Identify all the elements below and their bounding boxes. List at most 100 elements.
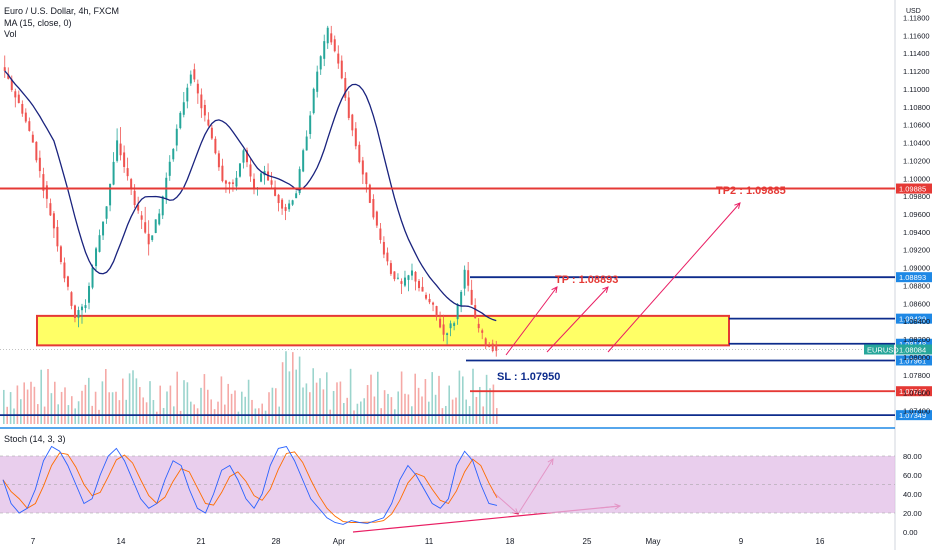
candle-body (333, 39, 336, 52)
price-tick-label: 1.07400 (903, 407, 930, 416)
volume-bar (441, 408, 444, 424)
candle-body (7, 74, 10, 79)
candle-body (137, 204, 140, 211)
candle-body (340, 60, 343, 79)
legend-ma: MA (15, close, 0) (4, 18, 72, 28)
volume-bar (400, 371, 403, 424)
date-tick-label: May (645, 537, 660, 546)
volume-bar (33, 386, 36, 424)
price-tag (896, 313, 932, 324)
candle-body (435, 306, 438, 317)
candle-body (130, 179, 133, 190)
candle-body (123, 152, 126, 167)
candle-body (112, 161, 115, 185)
volume-bar (217, 401, 219, 424)
stoch-tick-label: 60.00 (903, 471, 922, 480)
volume-bar (332, 390, 335, 424)
volume-bar (210, 399, 212, 424)
candle-body (158, 213, 161, 225)
volume-bar (115, 391, 117, 424)
volume-bar (380, 408, 382, 424)
price-tag (896, 386, 932, 397)
price-tick-label: 1.09400 (903, 228, 930, 237)
stoch-tick-label: 80.00 (903, 452, 922, 461)
stochastic-pane (0, 445, 895, 525)
volume-bar (244, 396, 246, 424)
volume-bar (176, 371, 178, 424)
volume-bar (145, 402, 148, 424)
volume-bar (26, 389, 29, 424)
candle-body (182, 102, 185, 115)
volume-bar (417, 387, 420, 424)
stoch-tick-label: 20.00 (903, 509, 922, 518)
volume-bar (57, 404, 59, 424)
volume-bar (125, 399, 127, 424)
volume-bar (190, 401, 192, 424)
stoch-tick-label: 0.00 (903, 528, 918, 537)
candle-body (147, 233, 150, 245)
price-tick-label: 1.09000 (903, 264, 930, 273)
candle-body (488, 346, 491, 348)
candle-body (238, 163, 241, 177)
volume-bar (159, 385, 161, 424)
candle-body (484, 338, 487, 346)
candle-body (116, 140, 119, 161)
price-tick-label: 1.07600 (903, 389, 930, 398)
volume-bar (377, 371, 379, 424)
candle-body (35, 141, 38, 161)
price-tag (896, 344, 932, 355)
volume-bar (292, 352, 294, 424)
candle-body (302, 150, 305, 172)
volume-bar (71, 396, 73, 424)
volume-bar (193, 404, 195, 424)
candle-body (351, 114, 354, 131)
candle-body (418, 281, 421, 289)
volume-bar (336, 382, 338, 424)
candle-body (358, 144, 361, 163)
volume-bar (489, 388, 491, 424)
volume-bar (101, 381, 104, 424)
candle-body (207, 119, 210, 126)
volume-bar (183, 380, 185, 424)
candle-body (407, 275, 410, 280)
candle-body (186, 87, 189, 102)
volume-bar (247, 379, 250, 424)
volume-bar (394, 409, 396, 424)
volume-bar (37, 404, 39, 424)
price-tick-label: 1.11600 (903, 31, 930, 40)
volume-bar (111, 392, 114, 424)
tp-arrow-1-head (551, 286, 558, 293)
candle-body (161, 196, 164, 216)
candle-body (379, 228, 382, 240)
price-tag (896, 183, 932, 194)
tp2-arrow-head (734, 202, 741, 209)
candle-body (56, 226, 59, 247)
candle-body (91, 267, 94, 288)
price-tick-label: 1.11800 (903, 13, 930, 22)
candle-body (21, 103, 24, 114)
candle-body (295, 193, 298, 199)
volume-bar (84, 384, 87, 424)
tp-arrow-2-head (602, 286, 609, 293)
price-tick-label: 1.10200 (903, 156, 930, 165)
candle-body (28, 121, 31, 131)
currency-label: USD (906, 8, 921, 15)
volume-bar (404, 393, 406, 424)
volume-bar (326, 372, 328, 424)
volume-bar (98, 409, 100, 424)
tp2-label: TP2 : 1.09885 (716, 185, 786, 197)
stoch-tick-label: 40.00 (903, 490, 922, 499)
candle-body (80, 306, 83, 311)
candle-body (323, 41, 326, 59)
volume-bar (451, 399, 454, 424)
volume-bar (135, 378, 138, 424)
candle-body (14, 91, 17, 98)
legend-stoch: Stoch (14, 3, 3) (4, 434, 66, 444)
volume-bar (281, 362, 284, 424)
demand-zone (36, 314, 730, 347)
candle-body (361, 160, 364, 175)
volume-bar (366, 385, 369, 424)
tp2-arrow (607, 202, 741, 353)
horizontal-levels: 1.09885 1.08893 1.08429 1.081481.08084EURUS… (0, 183, 932, 421)
price-tag-label: 1.07349 (899, 411, 926, 420)
